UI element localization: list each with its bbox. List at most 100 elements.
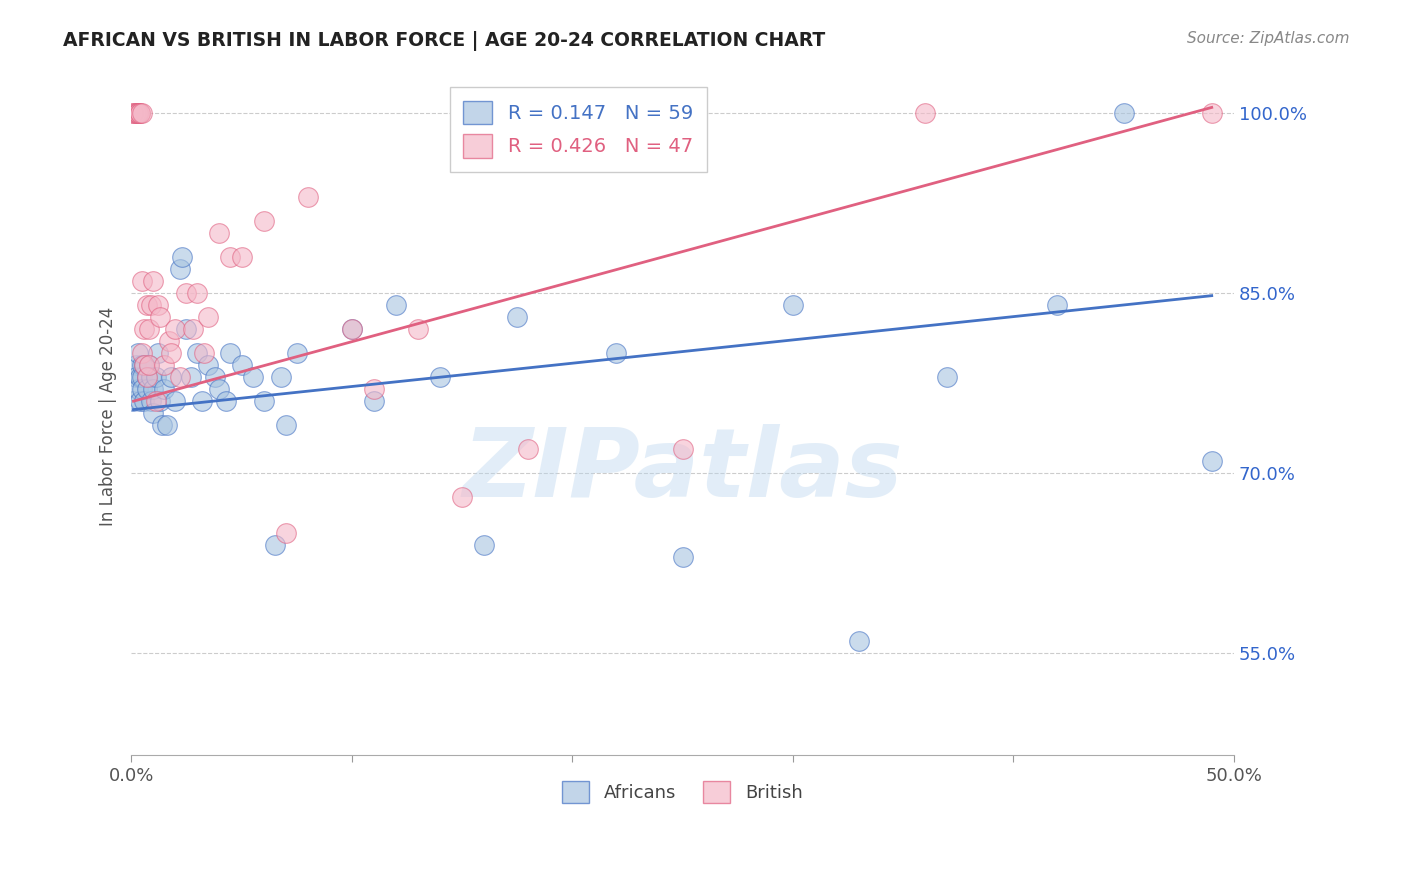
Point xyxy=(139,370,162,384)
Point xyxy=(122,394,145,409)
Point xyxy=(129,394,152,409)
Point xyxy=(135,370,157,384)
Point xyxy=(127,346,149,360)
Point xyxy=(197,310,219,325)
Point xyxy=(138,358,160,372)
Point xyxy=(139,394,162,409)
Point xyxy=(219,250,242,264)
Point xyxy=(340,322,363,336)
Point xyxy=(176,322,198,336)
Point xyxy=(131,106,153,120)
Point xyxy=(231,250,253,264)
Point xyxy=(145,370,167,384)
Point xyxy=(146,346,169,360)
Point xyxy=(124,370,146,384)
Point xyxy=(186,346,208,360)
Point xyxy=(914,106,936,120)
Point xyxy=(124,106,146,120)
Point xyxy=(170,250,193,264)
Point xyxy=(149,310,172,325)
Point xyxy=(671,442,693,457)
Point xyxy=(340,322,363,336)
Point xyxy=(129,370,152,384)
Point xyxy=(1201,106,1223,120)
Point xyxy=(131,346,153,360)
Point xyxy=(150,418,173,433)
Point xyxy=(135,298,157,312)
Point xyxy=(134,394,156,409)
Point xyxy=(160,370,183,384)
Point xyxy=(204,370,226,384)
Point xyxy=(153,382,176,396)
Point xyxy=(506,310,529,325)
Point xyxy=(122,106,145,120)
Point xyxy=(782,298,804,312)
Point xyxy=(385,298,408,312)
Point xyxy=(155,418,177,433)
Text: Source: ZipAtlas.com: Source: ZipAtlas.com xyxy=(1187,31,1350,46)
Point xyxy=(146,298,169,312)
Point xyxy=(285,346,308,360)
Point xyxy=(936,370,959,384)
Point xyxy=(274,418,297,433)
Point xyxy=(160,346,183,360)
Point xyxy=(131,370,153,384)
Point xyxy=(215,394,238,409)
Point xyxy=(451,490,474,504)
Point xyxy=(142,406,165,420)
Point xyxy=(197,358,219,372)
Point xyxy=(157,334,180,349)
Point xyxy=(1046,298,1069,312)
Point xyxy=(129,106,152,120)
Point xyxy=(274,526,297,541)
Point xyxy=(848,634,870,648)
Point xyxy=(252,214,274,228)
Point xyxy=(270,370,292,384)
Point xyxy=(142,382,165,396)
Point xyxy=(134,358,156,372)
Point xyxy=(242,370,264,384)
Point xyxy=(517,442,540,457)
Point xyxy=(191,394,214,409)
Point xyxy=(169,370,191,384)
Point xyxy=(263,538,285,552)
Point xyxy=(1112,106,1135,120)
Y-axis label: In Labor Force | Age 20-24: In Labor Force | Age 20-24 xyxy=(100,307,117,525)
Point xyxy=(363,394,385,409)
Point xyxy=(208,382,231,396)
Point xyxy=(297,190,319,204)
Point xyxy=(181,322,204,336)
Point xyxy=(1201,454,1223,468)
Point xyxy=(153,358,176,372)
Point xyxy=(429,370,451,384)
Point xyxy=(165,322,187,336)
Point xyxy=(139,298,162,312)
Point xyxy=(208,227,231,241)
Point xyxy=(142,274,165,288)
Point xyxy=(180,370,202,384)
Point xyxy=(406,322,429,336)
Text: ZIPatlas: ZIPatlas xyxy=(463,424,903,516)
Point xyxy=(176,286,198,301)
Point xyxy=(131,358,153,372)
Point xyxy=(124,358,146,372)
Point xyxy=(363,382,385,396)
Point xyxy=(169,262,191,277)
Point xyxy=(145,394,167,409)
Point xyxy=(131,382,153,396)
Point xyxy=(122,106,145,120)
Point xyxy=(124,106,146,120)
Point xyxy=(165,394,187,409)
Point xyxy=(193,346,215,360)
Point xyxy=(138,358,160,372)
Text: AFRICAN VS BRITISH IN LABOR FORCE | AGE 20-24 CORRELATION CHART: AFRICAN VS BRITISH IN LABOR FORCE | AGE … xyxy=(63,31,825,51)
Point xyxy=(186,286,208,301)
Point xyxy=(605,346,627,360)
Point xyxy=(134,322,156,336)
Point xyxy=(231,358,253,372)
Point xyxy=(472,538,495,552)
Point xyxy=(134,358,156,372)
Point xyxy=(135,382,157,396)
Legend: Africans, British: Africans, British xyxy=(551,770,814,814)
Point xyxy=(127,106,149,120)
